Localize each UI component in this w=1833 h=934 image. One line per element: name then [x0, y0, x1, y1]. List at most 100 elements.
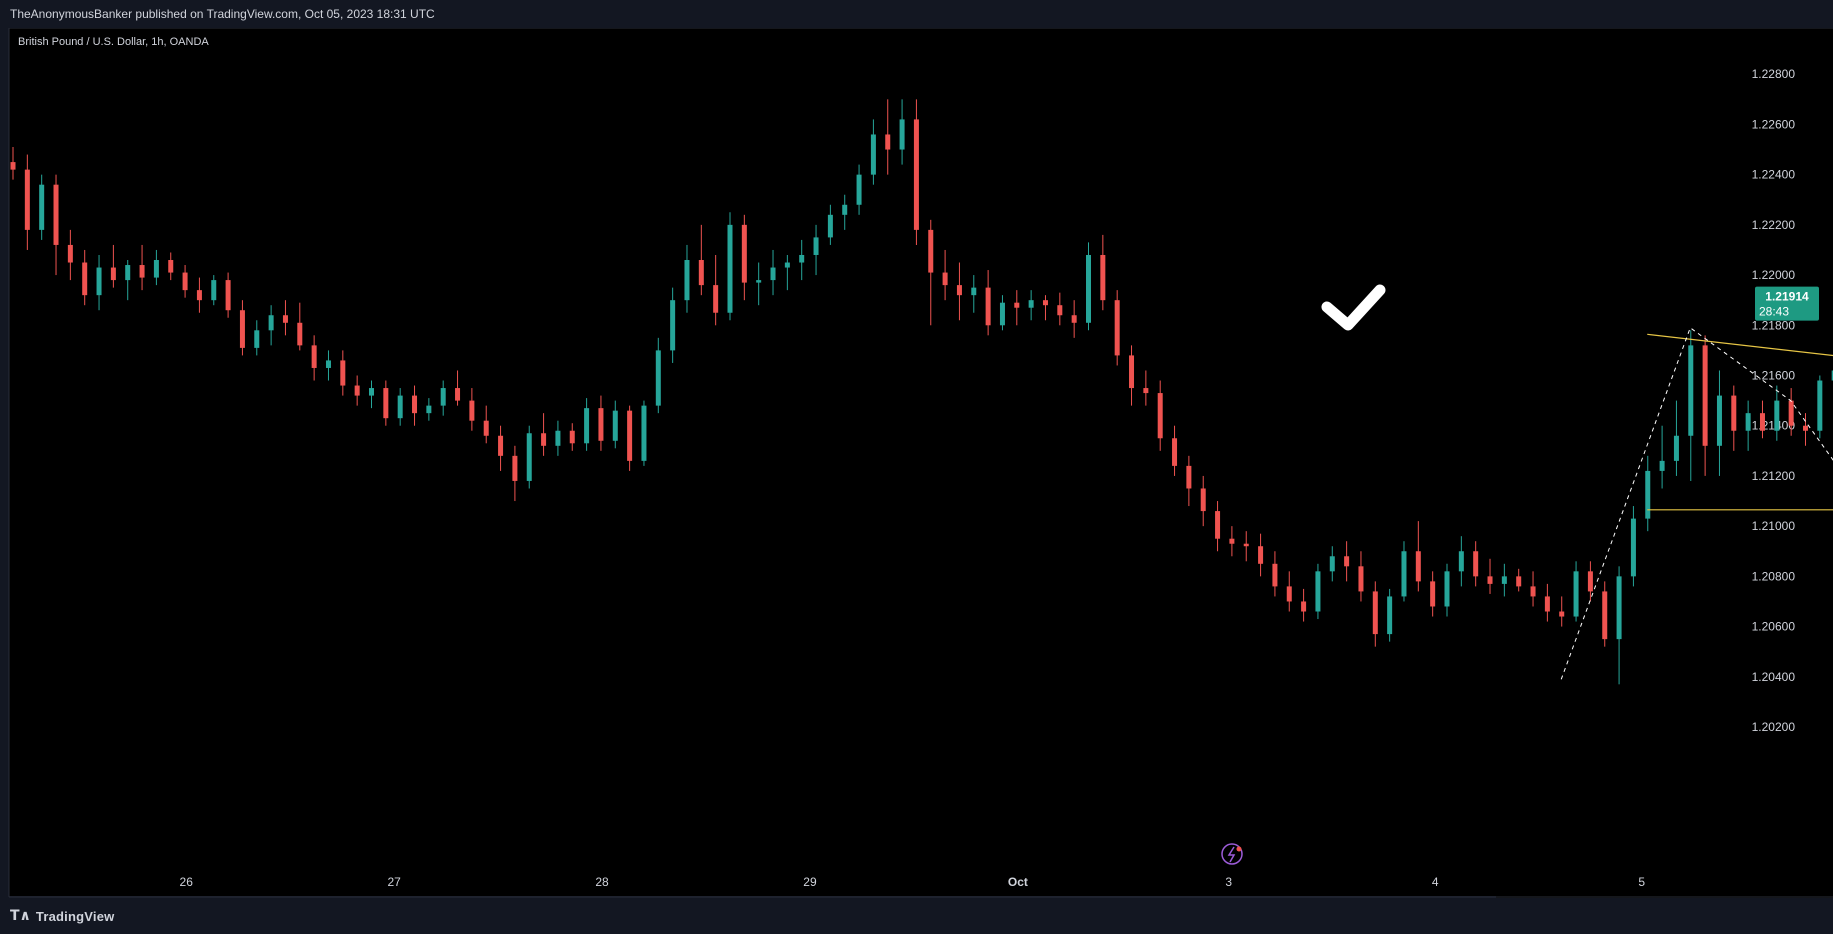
candle[interactable]: [325, 350, 331, 381]
candle[interactable]: [483, 405, 489, 444]
candle[interactable]: [1673, 400, 1679, 476]
candle[interactable]: [999, 295, 1005, 331]
candle[interactable]: [598, 395, 604, 451]
candle[interactable]: [125, 260, 131, 301]
candle[interactable]: [1258, 533, 1264, 577]
candle[interactable]: [684, 244, 690, 313]
candle[interactable]: [1616, 566, 1622, 685]
candle[interactable]: [96, 254, 102, 311]
candle[interactable]: [1817, 375, 1823, 439]
candle[interactable]: [1200, 475, 1206, 527]
candle[interactable]: [1014, 290, 1020, 326]
candle[interactable]: [182, 265, 188, 298]
candle[interactable]: [956, 262, 962, 321]
candle[interactable]: [455, 370, 461, 406]
candle[interactable]: [397, 388, 403, 426]
candle[interactable]: [1458, 536, 1464, 587]
plot-background[interactable]: [9, 28, 1496, 896]
candle[interactable]: [1487, 558, 1493, 594]
candle[interactable]: [1286, 571, 1292, 612]
upper-trendline[interactable]: [1647, 333, 1833, 381]
candle[interactable]: [1186, 455, 1192, 507]
candle[interactable]: [1071, 300, 1077, 338]
candle[interactable]: [1759, 400, 1765, 439]
candle[interactable]: [913, 99, 919, 245]
candle[interactable]: [239, 300, 245, 356]
candle[interactable]: [1774, 385, 1780, 441]
candle[interactable]: [469, 388, 475, 431]
candle[interactable]: [1659, 425, 1665, 489]
candle[interactable]: [82, 249, 88, 306]
tradingview-logo[interactable]: T∧ TradingView: [10, 908, 114, 924]
candle[interactable]: [1100, 234, 1106, 311]
candle[interactable]: [942, 249, 948, 301]
candle[interactable]: [655, 337, 661, 414]
candle[interactable]: [1602, 581, 1608, 647]
candle[interactable]: [1358, 551, 1364, 602]
candle[interactable]: [541, 413, 547, 456]
candle[interactable]: [612, 400, 618, 449]
candle[interactable]: [412, 385, 418, 426]
candle[interactable]: [885, 99, 891, 175]
candle[interactable]: [268, 305, 274, 346]
candle[interactable]: [1645, 455, 1651, 532]
candle[interactable]: [1559, 596, 1565, 627]
candle[interactable]: [340, 350, 346, 396]
candle[interactable]: [827, 204, 833, 245]
candle[interactable]: [1143, 370, 1149, 406]
candle[interactable]: [641, 400, 647, 466]
candle[interactable]: [369, 380, 374, 409]
candle[interactable]: [1114, 290, 1120, 366]
candle[interactable]: [440, 380, 446, 416]
candle[interactable]: [1745, 400, 1751, 451]
candle[interactable]: [1716, 370, 1722, 476]
candle[interactable]: [67, 229, 73, 281]
candle[interactable]: [1587, 561, 1593, 602]
candle[interactable]: [1086, 242, 1091, 331]
candle[interactable]: [1329, 546, 1335, 582]
candle[interactable]: [254, 320, 260, 356]
candle[interactable]: [196, 277, 202, 313]
candle[interactable]: [225, 272, 231, 318]
candle[interactable]: [526, 425, 532, 489]
candle[interactable]: [1530, 571, 1536, 607]
candle[interactable]: [713, 254, 719, 326]
candle[interactable]: [1057, 292, 1063, 326]
lightning-icon[interactable]: [1221, 843, 1243, 865]
candle[interactable]: [24, 154, 30, 250]
candle[interactable]: [1387, 588, 1393, 642]
candle[interactable]: [1157, 380, 1163, 451]
candle[interactable]: [1243, 531, 1249, 562]
candle[interactable]: [498, 425, 504, 471]
candle[interactable]: [813, 224, 819, 276]
candle[interactable]: [168, 252, 174, 281]
candle[interactable]: [1731, 385, 1737, 451]
candle[interactable]: [1573, 561, 1579, 622]
candle[interactable]: [1788, 388, 1794, 436]
candle[interactable]: [1516, 568, 1522, 592]
candle[interactable]: [1301, 588, 1307, 622]
candle[interactable]: [282, 300, 288, 336]
candle[interactable]: [139, 244, 145, 291]
candle[interactable]: [1372, 581, 1378, 647]
candle[interactable]: [1702, 335, 1708, 476]
candle[interactable]: [311, 335, 317, 381]
candle[interactable]: [1803, 413, 1808, 446]
candle[interactable]: [1544, 583, 1550, 622]
candle[interactable]: [670, 287, 676, 363]
candle[interactable]: [1630, 506, 1636, 587]
candle[interactable]: [971, 275, 977, 313]
candle[interactable]: [354, 375, 360, 406]
candle[interactable]: [569, 423, 575, 451]
candle[interactable]: [1501, 563, 1507, 597]
candle[interactable]: [1444, 563, 1450, 617]
candle[interactable]: [1129, 345, 1135, 406]
candle[interactable]: [10, 147, 16, 180]
candle[interactable]: [899, 99, 905, 165]
candle[interactable]: [1688, 330, 1694, 481]
candle[interactable]: [698, 224, 704, 296]
candle[interactable]: [856, 164, 862, 215]
candle[interactable]: [297, 302, 303, 351]
